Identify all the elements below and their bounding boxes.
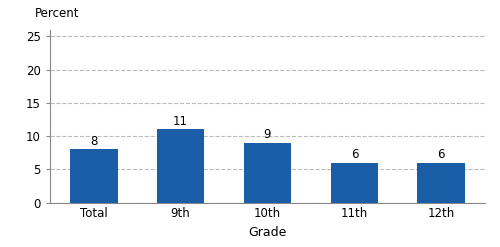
Text: 11: 11 <box>173 115 188 128</box>
Bar <box>418 163 465 203</box>
Bar <box>330 163 378 203</box>
Text: 6: 6 <box>350 148 358 161</box>
Text: 9: 9 <box>264 128 271 141</box>
Bar <box>244 143 292 203</box>
X-axis label: Grade: Grade <box>248 226 286 239</box>
Bar <box>70 149 117 203</box>
Text: 6: 6 <box>438 148 445 161</box>
Bar <box>156 129 204 203</box>
Text: Percent: Percent <box>35 7 80 21</box>
Text: 8: 8 <box>90 135 98 148</box>
